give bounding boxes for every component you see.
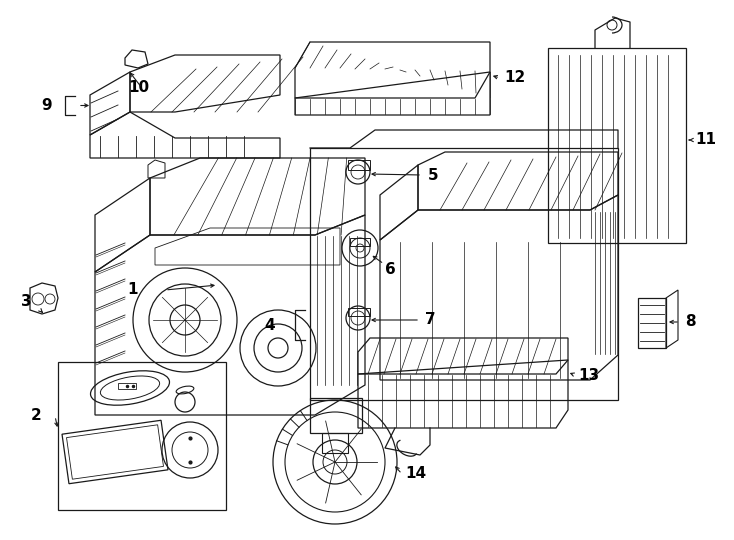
Text: 1: 1: [128, 282, 138, 298]
Bar: [548, 48, 686, 243]
Text: 5: 5: [428, 167, 439, 183]
Text: 10: 10: [128, 80, 149, 96]
Bar: [118, 383, 136, 389]
Text: 12: 12: [504, 71, 526, 85]
Text: 13: 13: [578, 368, 599, 382]
Text: 14: 14: [405, 467, 426, 482]
Bar: [350, 238, 370, 246]
Bar: [348, 160, 370, 170]
Text: 8: 8: [685, 314, 696, 329]
Bar: [310, 398, 362, 433]
Bar: [58, 362, 226, 510]
Text: 7: 7: [425, 313, 435, 327]
Bar: [322, 433, 348, 453]
Bar: [348, 308, 370, 316]
Text: 3: 3: [21, 294, 32, 309]
Bar: [638, 298, 666, 348]
Text: 9: 9: [41, 98, 52, 113]
Text: 2: 2: [32, 408, 42, 423]
Text: 4: 4: [264, 318, 275, 333]
Bar: [310, 148, 618, 400]
Text: 11: 11: [695, 132, 716, 147]
Text: 6: 6: [385, 262, 396, 278]
